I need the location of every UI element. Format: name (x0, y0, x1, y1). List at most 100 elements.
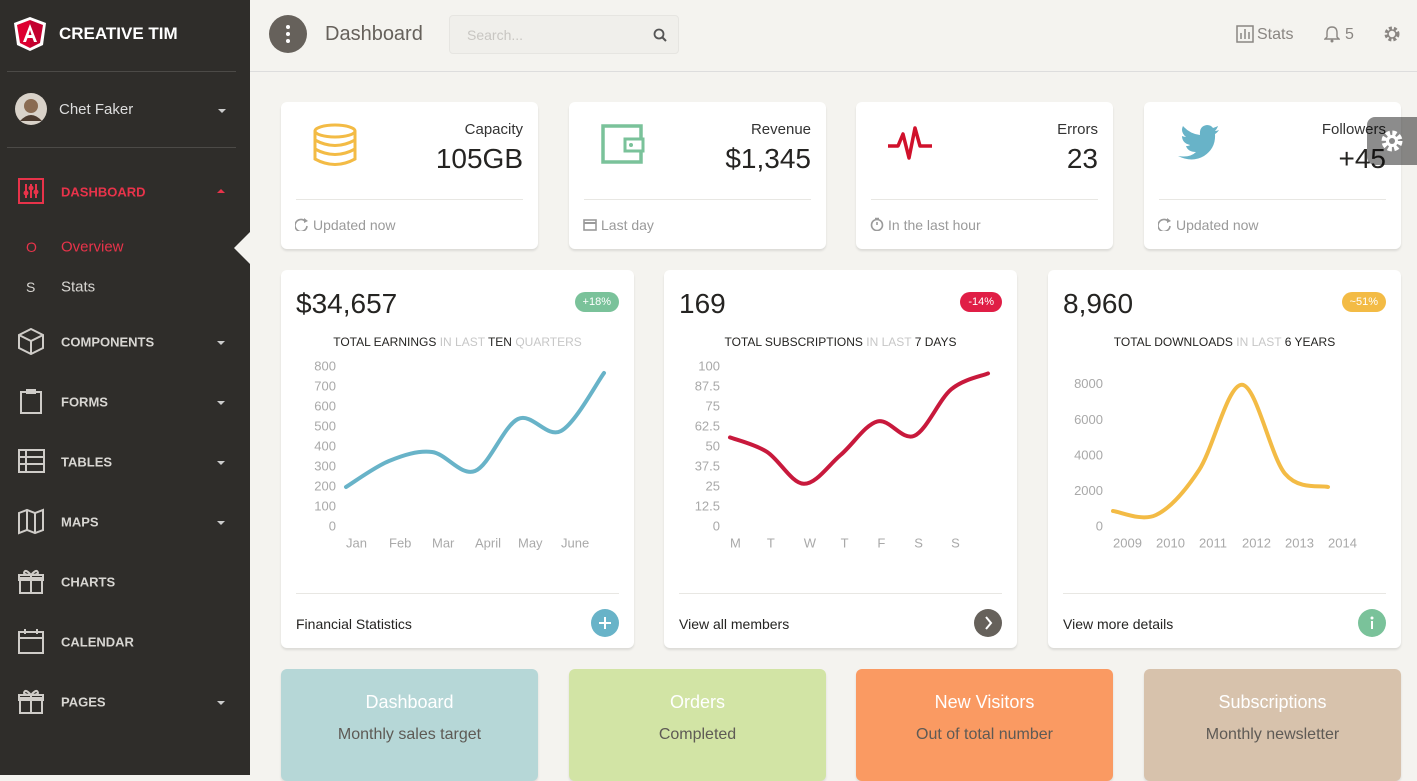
x-tick-label: 2009 (1113, 535, 1142, 550)
badge: +18% (574, 292, 619, 312)
page-title: Dashboard (325, 23, 423, 45)
subtitle-part: TOTAL EARNINGS (333, 335, 437, 349)
y-tick-label: 600 (314, 398, 336, 413)
menu-item[interactable]: CALENDAR (61, 634, 134, 650)
caret (217, 461, 225, 465)
search-placeholder: Search... (467, 27, 524, 43)
chart-card: $34,657 +18% TOTAL EARNINGS IN LAST TEN QU… (281, 270, 634, 648)
chart: 0 2000 4000 6000 8000 2009 2010 2011 2012 2013 201… (1074, 376, 1357, 550)
footer-icon (295, 218, 308, 231)
footer-button[interactable] (1358, 609, 1386, 637)
stat-label: Errors (1057, 121, 1098, 138)
chart: 0 100 200 300 400 500 600 700 800 Jan Feb Mar April M… (314, 358, 606, 550)
active-pointer (234, 232, 250, 264)
x-tick-label: 2012 (1242, 535, 1271, 550)
submenu-item[interactable]: Overview (61, 238, 124, 256)
chart-card: 8,960 ~51% TOTAL DOWNLOADS IN LAST 6 YEARS… (1048, 270, 1401, 648)
summary-title: Subscriptions (1218, 692, 1327, 712)
y-tick-label: 100 (314, 498, 336, 513)
y-tick-label: 100 (698, 358, 720, 373)
subtitle-part: IN LAST (866, 335, 912, 349)
menu-icon (18, 328, 44, 355)
x-tick-label: M (730, 535, 741, 550)
y-tick-label: 4000 (1074, 447, 1103, 462)
menu-icon (20, 389, 42, 414)
menu-item[interactable]: COMPONENTS (61, 334, 155, 350)
chart-value: 169 (679, 288, 726, 319)
y-tick-label: 6000 (1074, 412, 1103, 427)
divider (871, 199, 1098, 200)
summary-subtitle: Monthly newsletter (1205, 726, 1340, 743)
y-tick-label: 300 (314, 458, 336, 473)
footer-icon (1158, 218, 1171, 231)
stat-footer: Last day (601, 217, 654, 233)
x-tick-label: 2010 (1156, 535, 1185, 550)
y-tick-label: 0 (1096, 518, 1103, 533)
caret (218, 109, 226, 113)
stat-icon (888, 126, 932, 160)
y-tick-label: 8000 (1074, 376, 1103, 391)
x-tick-label: S (914, 535, 923, 550)
summary-subtitle: Completed (658, 726, 737, 743)
search-box[interactable]: Search... (449, 15, 679, 54)
menu-item[interactable]: TABLES (61, 454, 113, 470)
stat-card: Followers +45 Updated now (1144, 102, 1401, 249)
y-tick-label: 2000 (1074, 483, 1103, 498)
menu-item[interactable]: FORMS (61, 394, 108, 410)
stat-value: 23 (1066, 143, 1098, 174)
stat-value: 105GB (435, 143, 523, 174)
chart-footer: View more details (1063, 616, 1174, 632)
y-tick-label: 25 (706, 478, 720, 493)
subtitle-part: 6 YEARS (1284, 335, 1336, 349)
x-tick-label: S (951, 535, 960, 550)
stat-footer: In the last hour (888, 217, 981, 233)
x-tick-label: 2011 (1199, 535, 1227, 550)
subtitle-part: QUARTERS (515, 335, 582, 349)
footer-button[interactable] (974, 609, 1002, 637)
gear-icon (1381, 130, 1403, 152)
chart-value: $34,657 (296, 288, 398, 319)
divider (1159, 199, 1386, 200)
data-line (1111, 382, 1330, 520)
chart-card: 169 -14% TOTAL SUBSCRIPTIONS IN LAST 7 DAY… (664, 270, 1017, 648)
caret (217, 401, 225, 405)
menu-item[interactable]: MAPS (61, 514, 99, 530)
divider (584, 199, 811, 200)
fixed-plugin[interactable] (1367, 117, 1417, 165)
submenu-item[interactable]: Stats (61, 278, 96, 296)
menu-icon (18, 569, 44, 594)
user-name[interactable]: Chet Faker (59, 101, 134, 118)
menu-item[interactable]: PAGES (61, 694, 106, 710)
footer-button[interactable] (591, 609, 619, 637)
stat-card: Revenue $1,345 Last day (569, 102, 826, 249)
y-tick-label: 0 (713, 518, 720, 533)
search-icon (653, 28, 667, 42)
stat-value: +45 (1338, 143, 1387, 174)
divider (296, 593, 619, 594)
submenu-abbr: S (26, 279, 36, 295)
subtitle-part: TEN (487, 335, 512, 349)
x-tick-label: F (877, 535, 885, 550)
menu-item[interactable]: DASHBOARD (61, 184, 146, 200)
menu-item[interactable]: CHARTS (61, 574, 116, 590)
summary-title: Orders (669, 692, 725, 712)
notification-count[interactable]: 5 (1345, 26, 1354, 43)
menu-icon (18, 449, 45, 473)
summary-subtitle: Out of total number (916, 726, 1053, 743)
navbar: Dashboard Search... Stats 5 (250, 0, 1417, 72)
avatar[interactable] (15, 93, 47, 125)
caret (217, 701, 225, 705)
menu-icon (18, 629, 44, 654)
summary-subtitle: Monthly sales target (337, 726, 482, 743)
stats-link[interactable]: Stats (1257, 26, 1294, 43)
settings-icon[interactable] (1383, 25, 1401, 43)
stat-icon (313, 123, 357, 166)
chart-subtitle: TOTAL DOWNLOADS IN LAST 6 YEARS (1048, 335, 1401, 349)
summary-card: New Visitors Out of total number (856, 669, 1113, 781)
caret (217, 189, 225, 193)
menu-button[interactable] (269, 15, 307, 53)
submenu-abbr: O (26, 239, 37, 255)
x-tick-label: T (841, 535, 849, 550)
y-tick-label: 50 (706, 438, 720, 453)
